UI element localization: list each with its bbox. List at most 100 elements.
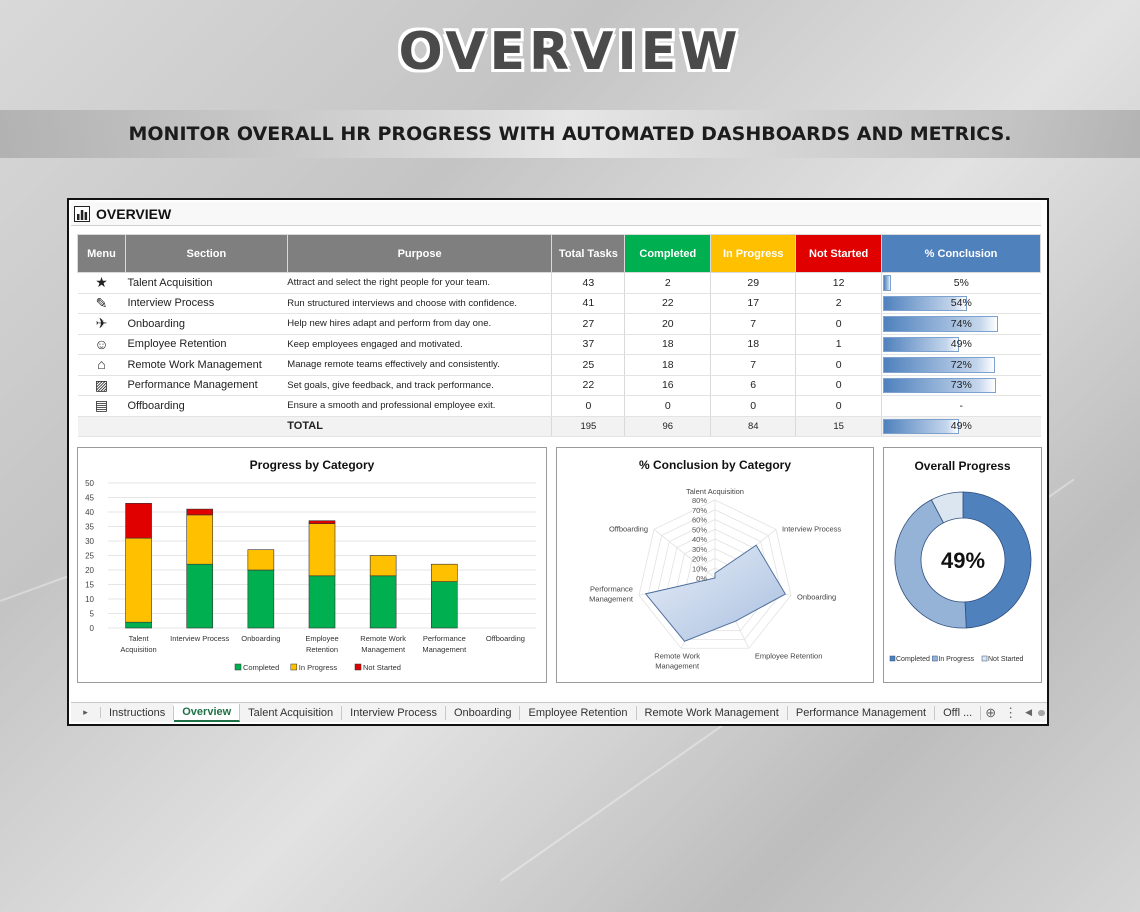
legend-label: In Progress bbox=[299, 663, 338, 672]
in-progress-cell: 7 bbox=[710, 354, 796, 376]
table-row: ⌂ Remote Work Management Manage remote tea… bbox=[77, 354, 1041, 376]
bar-chart-svg: 0 5 10 15 20 25 30 35 40 45 50 Talent Acquisition Int… bbox=[85, 479, 536, 672]
bar-segment[interactable] bbox=[308, 523, 336, 577]
bar-segment[interactable] bbox=[186, 563, 214, 629]
more-options-icon[interactable]: ⋮ bbox=[1004, 704, 1018, 720]
legend-swatch bbox=[290, 663, 298, 671]
overall-progress-chart[interactable]: Overall Progress 49% Completed In Progress… bbox=[883, 447, 1042, 683]
table-header-row: Menu Section Purpose Total Tasks Complet… bbox=[77, 234, 1041, 273]
conclusion-databar bbox=[883, 316, 998, 332]
y-tick-label: 0 bbox=[90, 624, 95, 633]
sheet-tab[interactable]: Onboarding bbox=[446, 705, 521, 720]
section-cell: Onboarding bbox=[125, 313, 288, 335]
bar-segment[interactable] bbox=[125, 537, 152, 623]
menu-cell[interactable]: ▤ bbox=[77, 395, 126, 417]
star-icon[interactable]: ★ bbox=[95, 274, 108, 291]
sheet-tab[interactable]: Employee Retention bbox=[520, 705, 637, 720]
radar-tick-label: 50% bbox=[692, 525, 707, 534]
add-sheet-icon[interactable]: ⊕ bbox=[985, 704, 997, 720]
purpose-cell: Help new hires adapt and perform from da… bbox=[287, 313, 552, 335]
radar-axis-label: Onboarding bbox=[797, 592, 836, 601]
menu-cell[interactable]: ✈ bbox=[77, 313, 126, 335]
radar-tick-label: 20% bbox=[692, 555, 707, 564]
conclusion-cell: 73% bbox=[881, 375, 1041, 396]
bar-segment[interactable] bbox=[369, 575, 397, 629]
conclusion-cell: 74% bbox=[881, 313, 1041, 335]
sheet-header-label: OVERVIEW bbox=[96, 205, 172, 222]
conclusion-by-category-chart[interactable]: % Conclusion by Category 0% 10% 20% 30% 40% 5… bbox=[556, 447, 874, 683]
menu-cell[interactable]: ✎ bbox=[77, 293, 126, 314]
purpose-cell: Keep employees engaged and motivated. bbox=[287, 334, 552, 355]
section-cell: Employee Retention bbox=[125, 334, 288, 355]
conclusion-databar bbox=[883, 377, 997, 393]
col-not-started: Not Started bbox=[795, 234, 883, 273]
scroll-left-icon[interactable]: ◀ bbox=[1025, 707, 1033, 717]
bar-segment[interactable] bbox=[308, 520, 336, 524]
person-icon[interactable]: ☺ bbox=[94, 335, 109, 352]
bar-segment[interactable] bbox=[186, 514, 214, 565]
not-started-cell: 0 bbox=[795, 313, 882, 335]
col-menu: Menu bbox=[77, 234, 126, 273]
briefcase-icon[interactable]: ▤ bbox=[94, 397, 109, 414]
legend-swatch bbox=[981, 655, 988, 662]
bar-segment[interactable] bbox=[308, 575, 336, 629]
bar-segment[interactable] bbox=[369, 555, 397, 577]
table-row: ✈ Onboarding Help new hires adapt and perf… bbox=[77, 313, 1041, 335]
horizontal-scrollbar[interactable] bbox=[1038, 709, 1045, 716]
bar-segment[interactable] bbox=[430, 581, 458, 629]
completed-cell: 20 bbox=[624, 313, 711, 335]
donut-slice[interactable] bbox=[930, 491, 964, 524]
donut-slice[interactable] bbox=[894, 499, 967, 629]
bar-segment[interactable] bbox=[430, 563, 458, 582]
pen-icon[interactable]: ✎ bbox=[95, 294, 108, 311]
purpose-cell: Ensure a smooth and professional employe… bbox=[287, 395, 552, 417]
table-total-row: TOTAL 195 96 84 15 49% bbox=[77, 415, 1041, 437]
sheet-tab[interactable]: Instructions bbox=[101, 705, 175, 720]
menu-cell[interactable]: ▨ bbox=[77, 375, 126, 396]
tab-scroll-arrow-icon[interactable]: ▸ bbox=[71, 707, 101, 718]
sheet-tab-bar: ▸ Instructions Overview Talent Acquisition… bbox=[71, 702, 1047, 722]
bar-segment[interactable] bbox=[125, 621, 152, 629]
in-progress-cell: 0 bbox=[710, 395, 796, 417]
conclusion-databar bbox=[883, 295, 967, 311]
sheet-tab[interactable]: Interview Process bbox=[342, 705, 446, 720]
rocket-icon[interactable]: ✈ bbox=[95, 315, 108, 332]
bar-segment[interactable] bbox=[186, 508, 214, 516]
conclusion-databar bbox=[883, 357, 995, 373]
home-office-icon[interactable]: ⌂ bbox=[97, 356, 106, 373]
radar-tick-label: 10% bbox=[692, 564, 707, 573]
menu-cell[interactable]: ★ bbox=[77, 272, 126, 294]
not-started-cell: 0 bbox=[795, 395, 882, 417]
sheet-tab[interactable]: Performance Management bbox=[788, 705, 936, 720]
sheet-tab[interactable]: Remote Work Management bbox=[637, 705, 788, 720]
sheet-tab[interactable]: Talent Acquisition bbox=[240, 705, 343, 720]
x-tick-label: Remote Work bbox=[360, 634, 406, 643]
y-tick-label: 45 bbox=[85, 494, 94, 503]
progress-by-category-chart[interactable]: Progress by Category 0 5 10 15 20 25 30 35 40 45 5… bbox=[77, 447, 547, 683]
total-cell: 22 bbox=[551, 375, 625, 396]
donut-slice[interactable] bbox=[962, 491, 1032, 629]
conclusion-value: 72% bbox=[950, 358, 972, 371]
menu-cell[interactable]: ☺ bbox=[77, 334, 126, 355]
x-tick-label: Retention bbox=[306, 645, 338, 654]
total-cell: 43 bbox=[551, 272, 625, 294]
radar-grid-ring bbox=[638, 499, 792, 649]
bar-segment[interactable] bbox=[247, 549, 275, 571]
x-tick-label: Performance bbox=[423, 634, 466, 643]
bar-segment[interactable] bbox=[125, 502, 152, 539]
y-tick-label: 40 bbox=[85, 508, 94, 517]
sheet-tab[interactable]: Overview bbox=[174, 703, 241, 722]
radar-chart-svg: 0%10%20%30%40%50%60%70%80%Talent Acquisi… bbox=[589, 487, 841, 670]
donut-chart-svg: 49% Completed In Progress Not Started bbox=[889, 491, 1032, 663]
conclusion-cell: 49% bbox=[881, 415, 1041, 437]
radar-series-area[interactable] bbox=[644, 544, 787, 642]
menu-cell[interactable]: ⌂ bbox=[77, 354, 126, 376]
sheet-tab[interactable]: Offl ... bbox=[935, 705, 982, 720]
not-started-cell: 2 bbox=[795, 293, 882, 314]
radar-tick-label: 60% bbox=[692, 516, 707, 525]
section-cell bbox=[125, 415, 288, 437]
conclusion-value: 5% bbox=[953, 276, 969, 289]
chart-board-icon[interactable]: ▨ bbox=[94, 376, 109, 393]
bar-segment[interactable] bbox=[247, 569, 275, 629]
menu-cell bbox=[77, 415, 126, 437]
